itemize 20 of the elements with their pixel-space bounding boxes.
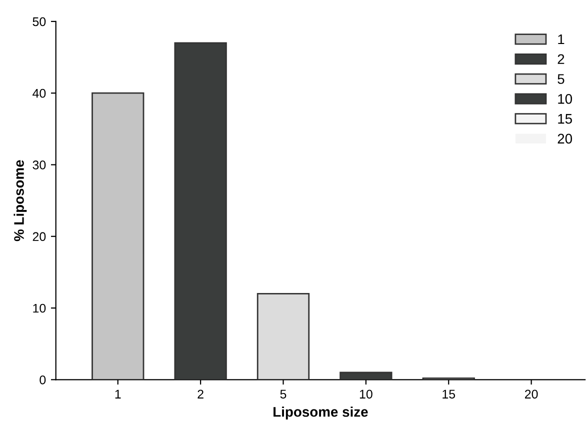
legend-label: 5: [558, 74, 564, 84]
legend-label: 15: [558, 114, 572, 124]
legend-label: 10: [558, 94, 572, 104]
x-axis-title: Liposome size: [274, 406, 368, 420]
legend-label: 1: [558, 34, 564, 44]
legend-label: 2: [558, 54, 564, 64]
y-tick-label: 10: [33, 304, 46, 313]
legend-label: 20: [558, 134, 572, 144]
y-tick-label: 30: [32, 160, 46, 170]
x-tick-label: 10: [360, 390, 372, 399]
x-tick-label: 15: [442, 390, 456, 399]
x-tick-label: 2: [198, 390, 204, 398]
x-tick-label: 20: [524, 390, 538, 399]
x-tick-label: 1: [115, 390, 121, 398]
y-tick-label: 40: [32, 88, 46, 98]
y-axis-title: % Liposome: [14, 160, 27, 242]
y-tick-label: 50: [32, 17, 46, 26]
x-tick-label: 5: [280, 390, 286, 399]
y-tick-label: 0: [40, 375, 46, 384]
y-tick-label: 20: [32, 232, 46, 242]
